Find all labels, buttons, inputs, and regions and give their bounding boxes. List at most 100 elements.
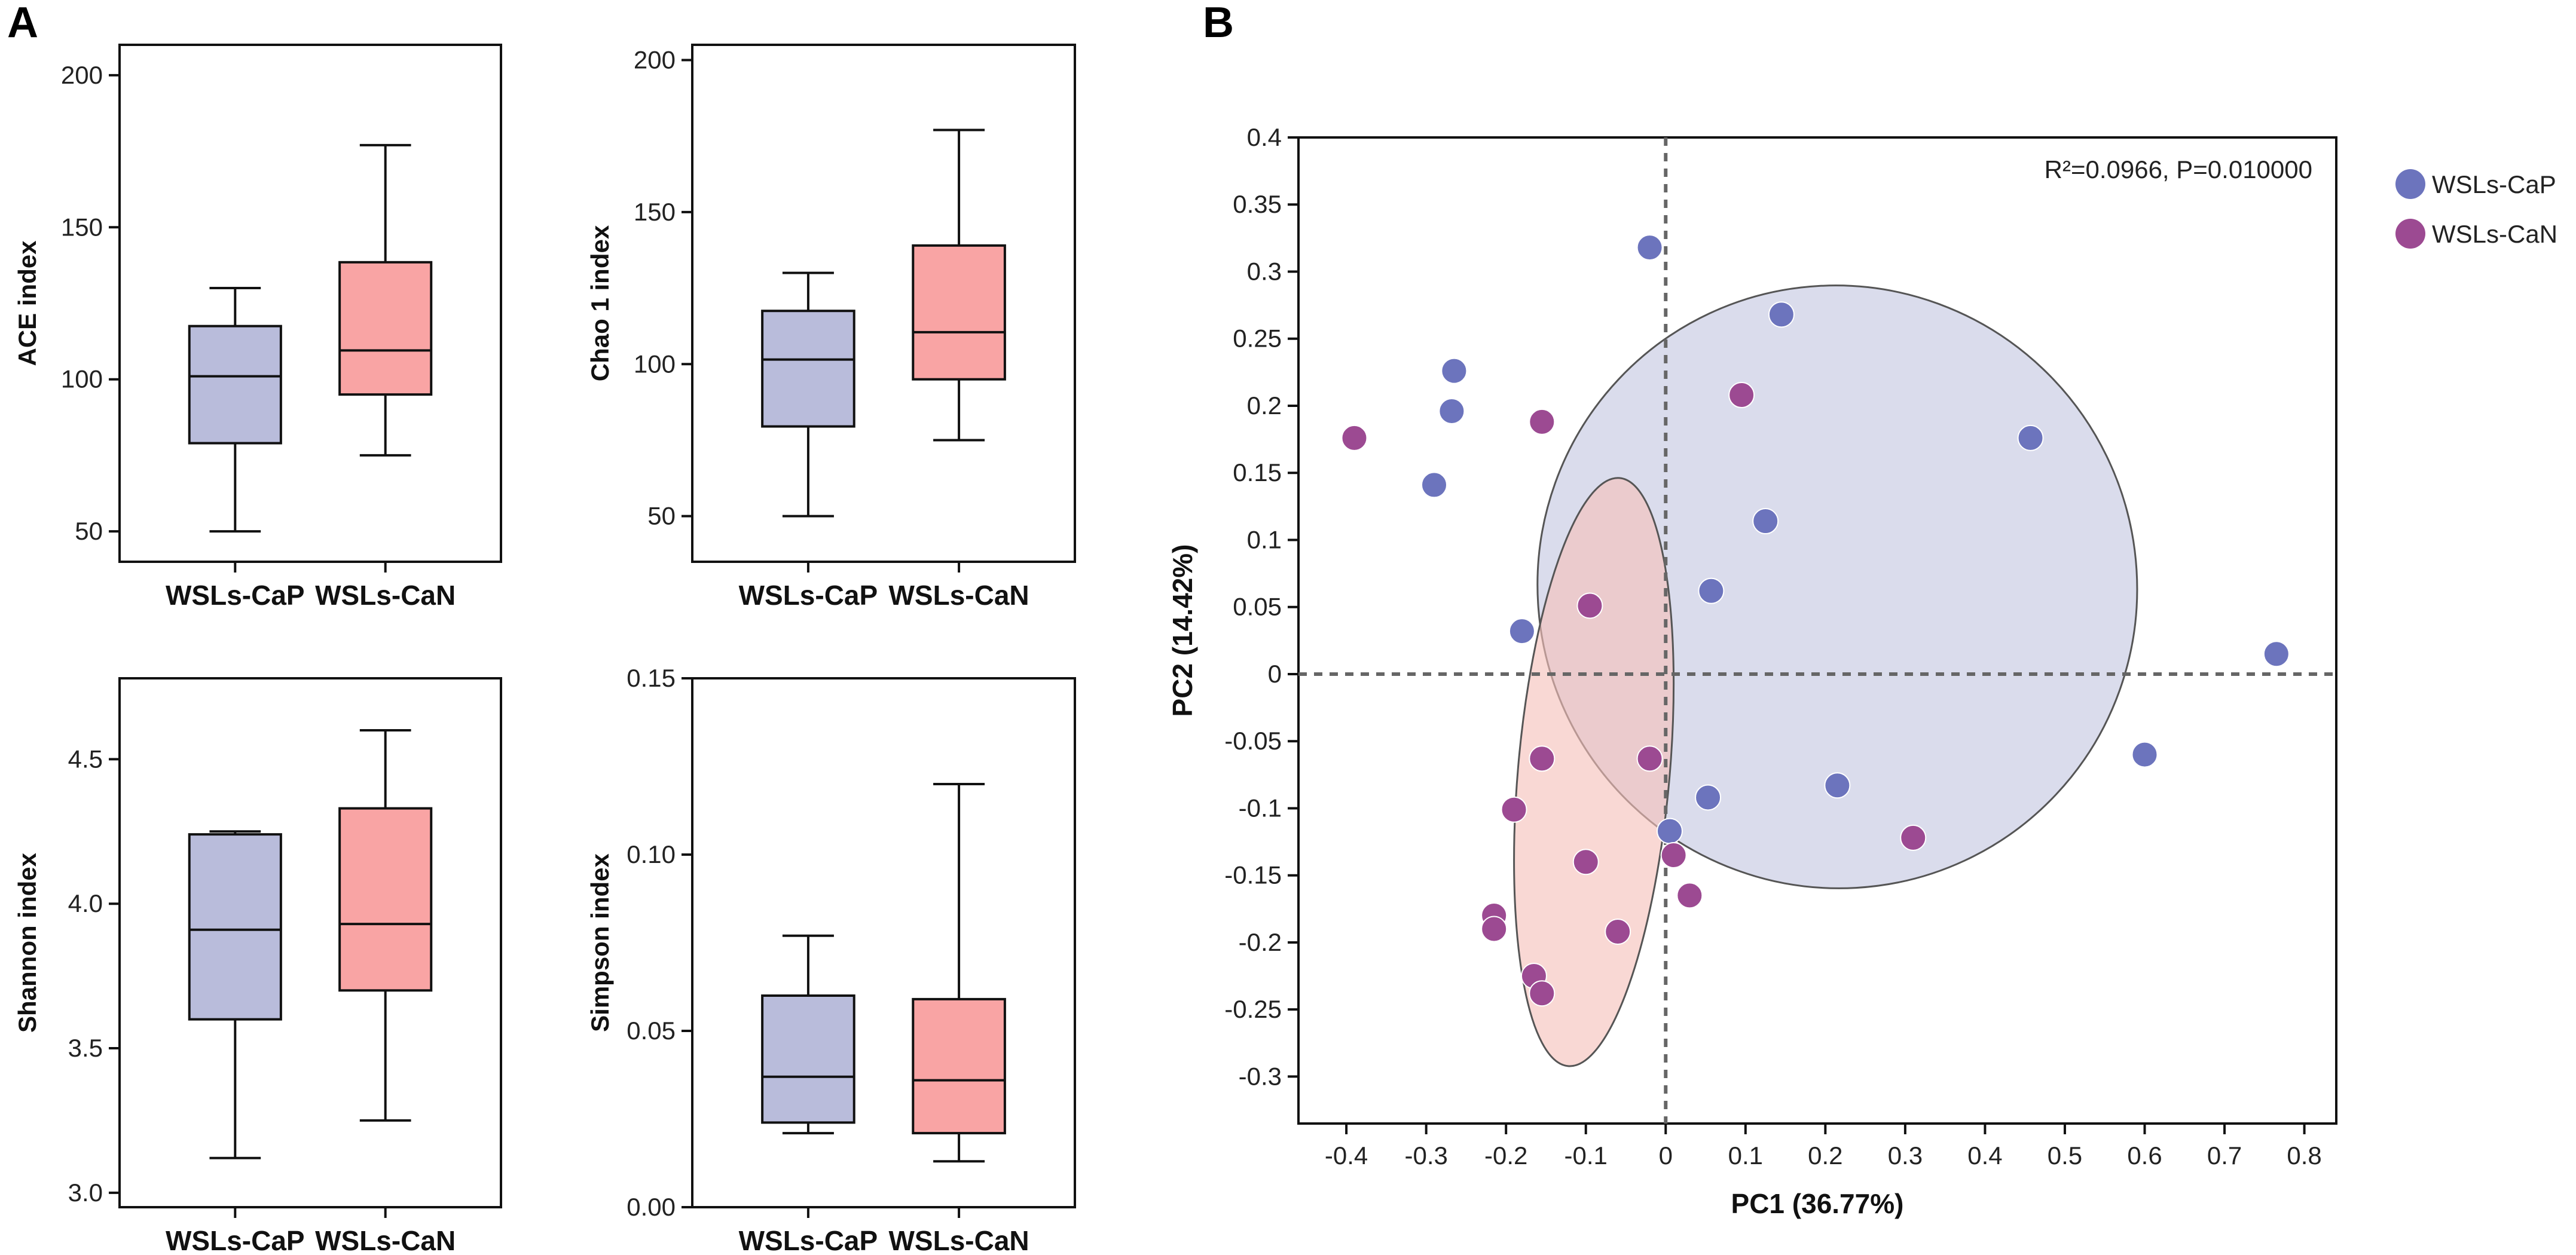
x-tick-label: 0.3 [1888, 1141, 1923, 1170]
y-tick-label: -0.05 [1224, 727, 1282, 755]
x-tick-label: -0.2 [1484, 1141, 1527, 1170]
point-wsls-can [1501, 796, 1527, 823]
y-tick-label: 3.5 [68, 1034, 103, 1062]
point-wsls-cap [2131, 741, 2158, 768]
y-tick-label: -0.15 [1224, 861, 1282, 889]
point-wsls-cap [1438, 397, 1465, 424]
legend-label-wsls-can: WSLs-CaN [2432, 220, 2557, 248]
y-axis-label: Shannon index [13, 852, 41, 1033]
point-wsls-can [1572, 849, 1599, 876]
point-wsls-cap [1441, 357, 1468, 384]
x-tick-label: 0.4 [1967, 1141, 2002, 1170]
plot-frame [1297, 136, 2337, 1125]
y-tick-label: 0.3 [1247, 257, 1282, 285]
y-axis-label: Chao 1 index [586, 225, 614, 381]
stats-annotation: R²=0.0966, P=0.010000 [2045, 155, 2312, 183]
y-tick-label: 150 [61, 213, 103, 241]
legend-marker-wsls-can [2395, 219, 2425, 249]
y-axis-label: ACE index [13, 240, 41, 366]
y-tick-label: 200 [61, 61, 103, 89]
category-label: WSLs-CaP [739, 1225, 878, 1255]
x-tick-label: -0.4 [1325, 1141, 1368, 1170]
box-wsls-can [338, 261, 433, 396]
panel-label-b: B [1203, 0, 1234, 47]
point-wsls-can [1660, 842, 1687, 869]
point-wsls-cap [1695, 784, 1722, 811]
y-tick-label: -0.25 [1224, 995, 1282, 1023]
plot-frame [691, 44, 1076, 563]
simpson-index-boxplot: 0.00 0.05 0.10 0.15 Simpson index WSLs-CaP WSL… [586, 664, 1076, 1255]
category-label: WSLs-CaP [166, 580, 305, 611]
panel-label-a: A [7, 0, 38, 47]
category-label: WSLs-CaP [166, 1225, 305, 1255]
y-tick-label: 200 [634, 45, 676, 74]
point-wsls-cap [1508, 618, 1535, 645]
point-wsls-can [1728, 382, 1755, 409]
point-wsls-cap [1752, 508, 1779, 535]
confidence-ellipse-wsls-can [1513, 477, 1675, 1067]
point-wsls-can [1529, 980, 1556, 1007]
point-wsls-cap [1636, 234, 1663, 261]
x-tick-label: -0.3 [1404, 1141, 1447, 1170]
y-tick-label: 0.35 [1233, 190, 1282, 218]
plot-frame [691, 677, 1076, 1208]
y-tick-label: 0.1 [1247, 525, 1282, 553]
box-wsls-cap [761, 310, 855, 428]
y-tick-label: 100 [61, 365, 103, 393]
point-wsls-can [1900, 824, 1927, 851]
x-tick-label: 0.6 [2127, 1141, 2162, 1170]
y-tick-label: 0.2 [1247, 391, 1282, 420]
y-tick-label: 0.15 [627, 664, 676, 692]
shannon-index-boxplot: 3.0 3.5 4.0 4.5 Shannon index WSLs-CaP WSLs-Ca… [13, 677, 502, 1255]
legend-marker-wsls-cap [2395, 169, 2425, 199]
y-tick-label: 0.05 [627, 1017, 676, 1045]
point-wsls-can [1636, 745, 1663, 772]
box-wsls-can [912, 244, 1006, 381]
box-wsls-can [338, 807, 433, 992]
x-tick-label: -0.1 [1564, 1141, 1608, 1170]
x-tick-label: 0.8 [2287, 1141, 2321, 1170]
point-wsls-can [1481, 916, 1508, 942]
box-wsls-cap [188, 325, 282, 445]
x-tick-label: 0.5 [2048, 1141, 2082, 1170]
y-tick-label: 100 [634, 350, 676, 378]
box-wsls-cap [761, 994, 855, 1124]
box-wsls-cap [188, 833, 282, 1021]
x-tick-label: 0.1 [1728, 1141, 1763, 1170]
point-wsls-can [1676, 882, 1703, 909]
point-wsls-cap [1768, 301, 1795, 328]
y-tick-label: -0.1 [1239, 794, 1282, 822]
y-tick-label: 0.10 [627, 840, 676, 868]
category-label: WSLs-CaN [889, 1225, 1029, 1255]
y-tick-label: 0.15 [1233, 458, 1282, 486]
y-tick-label: -0.3 [1239, 1062, 1282, 1090]
y-axis-label: PC2 (14.42%) [1167, 544, 1198, 717]
y-tick-label: 4.5 [68, 745, 103, 773]
point-wsls-can [1605, 918, 1631, 945]
y-tick-label: 50 [75, 517, 103, 545]
point-wsls-cap [2017, 424, 2044, 451]
point-wsls-can [1529, 408, 1556, 435]
category-label: WSLs-CaN [889, 580, 1029, 611]
plot-frame [118, 677, 502, 1208]
point-wsls-can [1529, 745, 1556, 772]
y-tick-label: -0.2 [1239, 928, 1282, 956]
point-wsls-cap [1421, 472, 1448, 498]
category-label: WSLs-CaN [315, 1225, 456, 1255]
x-axis-label: PC1 (36.77%) [1731, 1188, 1904, 1219]
x-tick-label: 0.7 [2207, 1141, 2242, 1170]
plot-frame [118, 44, 502, 563]
x-tick-label: 0.2 [1808, 1141, 1842, 1170]
category-label: WSLs-CaP [739, 580, 878, 611]
y-tick-label: 0 [1268, 660, 1282, 688]
point-wsls-can [1576, 592, 1603, 619]
ace-index-boxplot: 50 100 150 200 ACE index WSLs-CaP WSLs-CaN [13, 44, 502, 611]
point-wsls-cap [2263, 641, 2290, 668]
pcoa-scatter-plot: -0.4 -0.3 -0.2 -0.1 0 0.1 0.2 0.3 0.4 0.5 0.6 0.7 0.… [1167, 123, 2557, 1219]
y-tick-label: 50 [647, 502, 676, 530]
y-tick-label: 0.25 [1233, 325, 1282, 353]
y-tick-label: 3.0 [68, 1179, 103, 1207]
y-tick-label: 0.05 [1233, 593, 1282, 621]
y-axis-label: Simpson index [586, 853, 614, 1032]
